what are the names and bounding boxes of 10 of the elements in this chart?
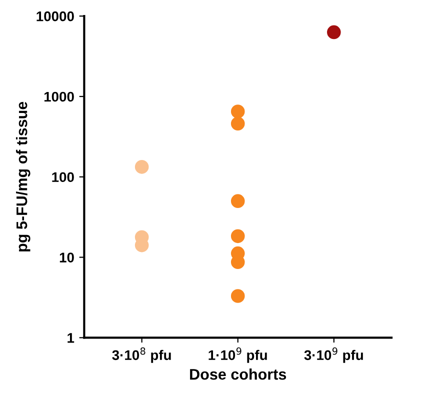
y-tick-label: 10 (60, 252, 74, 262)
x-tick-label: 3·10$^{9}$ pfu (304, 347, 363, 363)
x-tick-label: 3·10$^{8}$ pfu (112, 347, 171, 363)
y-tick-label: 100 (52, 172, 74, 182)
y-axis-title: pg 5-FU/mg of tissue (16, 102, 30, 252)
y-tick-label: 10000 (36, 11, 74, 22)
x-tick-label: 1·10$^{9}$ pfu (208, 347, 267, 363)
y-tick-label: 1 (68, 333, 74, 343)
y-tick-label: 1000 (44, 92, 74, 102)
x-axis-title: Dose cohorts (190, 368, 286, 380)
